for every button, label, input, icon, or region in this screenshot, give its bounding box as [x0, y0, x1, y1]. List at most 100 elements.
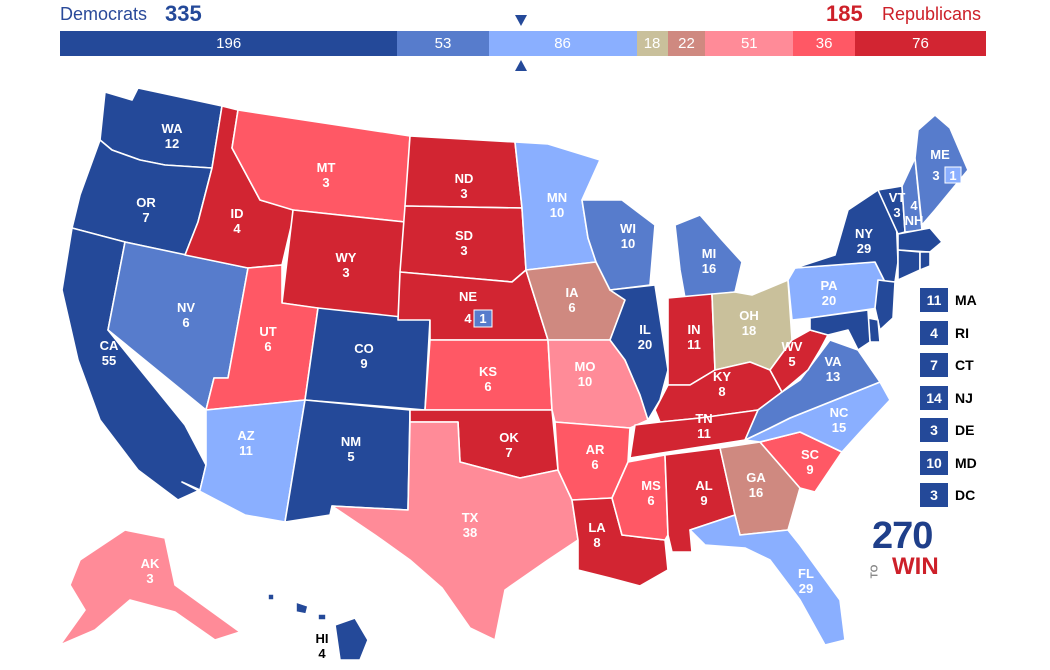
label-sd: SD 3	[455, 228, 473, 258]
label-me: ME 3	[930, 147, 950, 183]
ne-row-ct[interactable]: 7 CT	[920, 353, 977, 377]
abbr-ri: RI	[955, 324, 969, 341]
abbr-nj: NJ	[955, 389, 973, 406]
democrats-label: Democrats	[60, 4, 148, 24]
svg-text:1: 1	[949, 168, 956, 183]
abbr-dc: DC	[955, 487, 976, 503]
state-il[interactable]	[609, 284, 669, 421]
ne-district-box[interactable]: 1	[473, 309, 493, 328]
label-il: IL 20	[638, 322, 652, 352]
label-nd: ND 3	[455, 171, 474, 201]
democrats-total: 335	[165, 1, 202, 26]
label-fl: FL 29	[798, 566, 814, 596]
state-ri[interactable]	[919, 251, 931, 271]
label-or: OR 7	[136, 195, 156, 225]
label-mt: MT 3	[317, 160, 336, 190]
label-ks: KS 6	[479, 364, 497, 394]
abbr-ct: CT	[955, 357, 974, 373]
label-ia: IA 6	[566, 285, 580, 315]
state-ak[interactable]	[59, 529, 241, 646]
state-tx[interactable]	[331, 421, 579, 641]
ne-row-ri[interactable]: 4 RI	[920, 320, 977, 345]
270towin-logo[interactable]: 270 TO WIN	[869, 515, 942, 580]
logo-number: 270	[872, 515, 933, 557]
abbr-md: MD	[955, 454, 977, 471]
bar-segment-3: 18	[636, 31, 668, 56]
bar-segment-7: 76	[855, 31, 986, 56]
label-nv: NV 6	[177, 300, 195, 330]
state-va[interactable]	[744, 339, 881, 441]
bar-segment-4: 22	[667, 31, 706, 56]
ne-row-nj[interactable]: 14 NJ	[920, 385, 977, 410]
bar-segment-2: 86	[488, 31, 637, 56]
label-va: VA 13	[824, 354, 842, 384]
state-me[interactable]	[914, 114, 969, 226]
state-nj[interactable]	[874, 279, 896, 331]
label-mn: MN 10	[547, 190, 567, 220]
label-ok: OK 7	[499, 430, 519, 460]
me-district-box[interactable]: 1	[944, 166, 962, 184]
logo-to: TO	[869, 564, 881, 579]
ev-box-ma[interactable]: 11	[920, 288, 948, 312]
state-ma[interactable]	[897, 227, 943, 253]
label-mi: MI 16	[702, 246, 716, 276]
state-fl[interactable]	[689, 514, 846, 646]
label-ky: KY 8	[713, 369, 731, 399]
label-ga: GA 16	[746, 470, 766, 500]
label-oh: OH 18	[739, 308, 759, 338]
abbr-de: DE	[955, 422, 975, 438]
ev-box-md[interactable]: 10	[920, 450, 948, 475]
bar-segment-6: 36	[793, 31, 856, 56]
label-ak: AK 3	[141, 556, 160, 586]
ne-row-dc[interactable]: 3 DC	[920, 483, 977, 507]
label-tn: TN 11	[695, 411, 712, 441]
ev-box-nj[interactable]: 14	[920, 385, 948, 410]
majority-marker-top	[515, 15, 527, 26]
state-wv[interactable]	[769, 329, 829, 393]
svg-text:1: 1	[479, 311, 486, 326]
state-mi[interactable]	[674, 214, 743, 299]
label-wi: WI 10	[620, 221, 636, 251]
label-hi: HI 4	[316, 631, 329, 661]
label-al: AL 9	[695, 478, 712, 508]
label-nm: NM 5	[341, 434, 361, 464]
label-in: IN 11	[687, 322, 701, 352]
label-wa: WA 12	[162, 121, 184, 151]
state-hi[interactable]	[267, 593, 369, 661]
label-vt: VT 3	[889, 190, 906, 220]
label-ne: NE 4	[459, 289, 477, 326]
label-wy: WY 3	[336, 250, 357, 280]
label-wv: WV 5	[782, 339, 803, 369]
label-pa: PA 20	[820, 278, 838, 308]
ev-summary-bar: 196 53 86 18 22 51 36 76	[60, 31, 986, 56]
ne-row-md[interactable]: 10 MD	[920, 450, 977, 475]
ev-box-dc[interactable]: 3	[920, 483, 948, 507]
logo-win: WIN	[892, 553, 939, 580]
ev-wa: 12	[165, 136, 179, 151]
northeast-states-list: 11 MA 4 RI 7 CT 14 NJ 3 DE 10 MD 3 DC	[920, 288, 977, 516]
ne-row-ma[interactable]: 11 MA	[920, 288, 977, 312]
label-ny: NY 29	[855, 226, 873, 256]
label-la: LA 8	[588, 520, 606, 550]
label-ut: UT 6	[259, 324, 276, 354]
ne-row-de[interactable]: 3 DE	[920, 418, 977, 442]
state-ct[interactable]	[897, 249, 921, 281]
majority-marker-bottom	[515, 60, 527, 71]
ev-box-ct[interactable]: 7	[920, 353, 948, 377]
abbr-ma: MA	[955, 292, 977, 308]
label-nh: 4 NH	[905, 198, 924, 228]
bar-segment-0: 196	[60, 31, 398, 56]
ev-box-ri[interactable]: 4	[920, 320, 948, 345]
label-ca: CA 55	[100, 338, 119, 368]
bar-segment-5: 51	[705, 31, 794, 56]
state-md[interactable]	[809, 309, 871, 351]
label-id: ID 4	[231, 206, 244, 236]
label-sc: SC 9	[801, 447, 820, 477]
bar-segment-1: 53	[397, 31, 489, 56]
label-ms: MS 6	[641, 478, 661, 508]
republicans-total: 185	[826, 1, 863, 26]
ev-box-de[interactable]: 3	[920, 418, 948, 442]
label-nc: NC 15	[830, 405, 849, 435]
label-ar: AR 6	[586, 442, 605, 472]
